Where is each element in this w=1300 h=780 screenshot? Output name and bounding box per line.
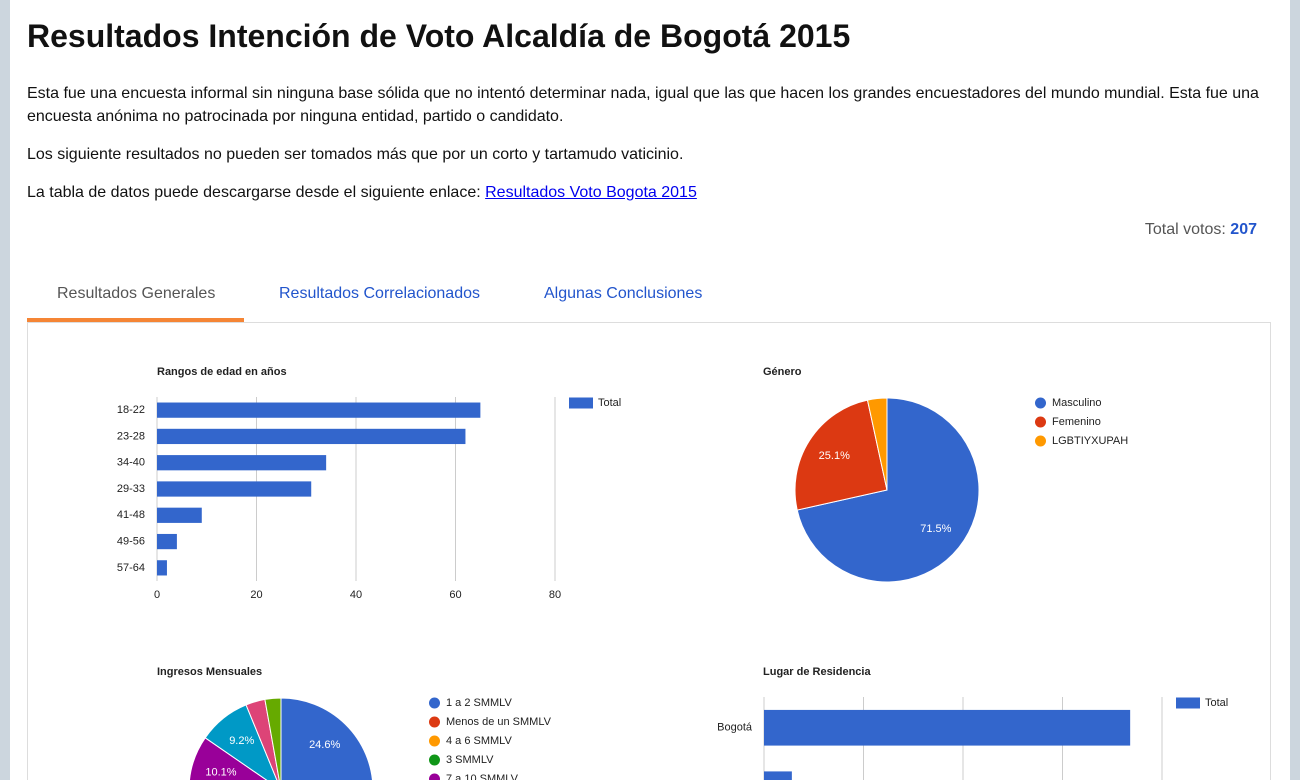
pie-slice [866, 397, 888, 491]
legend-swatch [429, 735, 440, 747]
bar [157, 533, 177, 550]
slice-label: 9.2% [229, 735, 254, 747]
category-label: 18-22 [117, 404, 145, 416]
tab[interactable]: Resultados Generales [57, 285, 216, 302]
slice-label: 71.5% [920, 523, 951, 535]
bar [157, 455, 327, 471]
chart-title: Lugar de Residencia [763, 666, 871, 678]
total-value: 207 [1230, 221, 1257, 238]
category-label: Bogotá [717, 722, 753, 734]
legend-label: 7 a 10 SMMLV [446, 773, 519, 780]
legend-swatch [429, 697, 440, 709]
tab-panel [27, 322, 1271, 780]
legend-label: LGBTIYXUPAH [1052, 435, 1128, 447]
legend-label: 3 SMMLV [446, 754, 494, 766]
category-label: 29-33 [117, 483, 145, 495]
link-intro: La tabla de datos puede descargarse desd… [27, 184, 481, 201]
bar [764, 709, 1131, 746]
legend-label: Menos de un SMMLV [446, 716, 552, 728]
pie-slice [264, 697, 282, 780]
category-label: 41-48 [117, 509, 145, 521]
legend-label: Total [1205, 697, 1228, 709]
pie-slice [796, 397, 980, 583]
slice-label: 25.1% [819, 450, 850, 462]
paragraph: Los siguiente resultados no pueden ser t… [27, 146, 684, 163]
x-tick-label: 40 [350, 589, 362, 601]
paragraph: La tabla de datos puede descargarse desd… [27, 181, 1267, 204]
paragraph: Esta fue una encuesta informal sin ningu… [27, 85, 1259, 125]
x-tick-label: 60 [449, 589, 461, 601]
total-votes: Total votos: 207 [1145, 221, 1257, 239]
slice-label: 24.6% [309, 739, 340, 751]
bar [157, 560, 167, 576]
legend-label: 4 a 6 SMMLV [446, 735, 512, 747]
chart-title: Rangos de edad en años [157, 366, 287, 378]
tab[interactable]: Resultados Correlacionados [279, 285, 480, 302]
x-tick-label: 80 [549, 589, 561, 601]
pie-slice [794, 399, 888, 511]
legend-swatch [1035, 435, 1046, 447]
legend-label: 1 a 2 SMMLV [446, 697, 512, 709]
chart-title: Ingresos Mensuales [157, 666, 262, 678]
legend-label: Femenino [1052, 416, 1101, 428]
bar [157, 507, 202, 523]
x-tick-label: 20 [250, 589, 262, 601]
category-label: 34-40 [117, 457, 145, 469]
legend-swatch [429, 716, 440, 728]
bar [157, 402, 481, 418]
legend-label: Total [598, 397, 621, 409]
chart-title: Género [763, 366, 802, 378]
bar [157, 428, 466, 445]
tab[interactable]: Algunas Conclusiones [544, 285, 703, 302]
legend-swatch [1035, 397, 1046, 409]
legend-swatch [429, 773, 440, 780]
pie-slice [280, 697, 373, 780]
legend-label: Masculino [1052, 397, 1102, 409]
page-title: Resultados Intención de Voto Alcaldía de… [27, 18, 851, 54]
bar [764, 771, 792, 780]
active-tab-indicator [27, 318, 244, 322]
legend-swatch [429, 754, 440, 766]
slice-label: 10.1% [205, 766, 236, 778]
category-label: 23-28 [117, 430, 145, 442]
legend-swatch [1176, 697, 1200, 709]
category-label: 57-64 [117, 562, 145, 574]
total-label: Total votos: [1144, 221, 1226, 238]
legend-swatch [1035, 416, 1046, 428]
category-label: 49-56 [117, 535, 145, 547]
legend-swatch [569, 397, 593, 409]
bar [157, 481, 312, 497]
download-link[interactable]: Resultados Voto Bogota 2015 [485, 184, 697, 201]
x-tick-label: 0 [154, 589, 160, 601]
sheet [10, 0, 1290, 780]
